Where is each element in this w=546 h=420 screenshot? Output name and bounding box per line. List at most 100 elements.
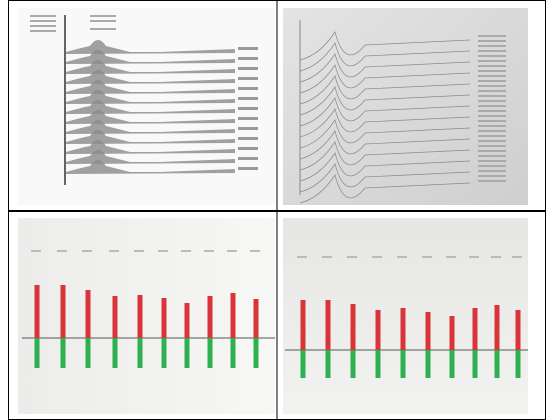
label-smudge [478, 125, 506, 127]
label-smudge [478, 155, 506, 157]
label-smudge [478, 160, 506, 162]
label-smudge [478, 35, 506, 37]
red-bar [301, 300, 306, 350]
red-bar [113, 296, 118, 338]
label-smudge [57, 250, 67, 252]
label-smudge [478, 65, 506, 67]
page: (() => { const data = JSON.parse(documen… [0, 0, 546, 420]
label-smudge [478, 115, 506, 117]
red-bar [351, 304, 356, 350]
label-smudge [422, 256, 432, 258]
label-smudge [478, 50, 506, 52]
red-bar [473, 308, 478, 350]
label-smudge [478, 175, 506, 177]
label-smudge [297, 256, 307, 258]
red-bar [162, 298, 167, 338]
label-smudge [238, 107, 258, 110]
label-smudge [109, 250, 119, 252]
label-smudge [372, 256, 382, 258]
green-bar [208, 338, 213, 368]
red-bar [376, 310, 381, 350]
label-smudge [238, 117, 258, 120]
label-smudge [227, 250, 237, 252]
green-bar [426, 350, 431, 378]
green-bar [231, 338, 236, 368]
label-smudge [478, 85, 506, 87]
text-smudge [90, 28, 116, 30]
text-smudge [30, 25, 56, 27]
label-smudge [446, 256, 456, 258]
red-bar [185, 303, 190, 338]
label-smudge [478, 120, 506, 122]
label-smudge [238, 77, 258, 80]
label-smudge [134, 250, 144, 252]
text-smudge [90, 15, 116, 17]
label-smudge [478, 165, 506, 167]
label-smudge [478, 45, 506, 47]
label-smudge [82, 250, 92, 252]
label-smudge [31, 250, 41, 252]
label-smudge [322, 256, 332, 258]
green-bar [401, 350, 406, 378]
green-bar [138, 338, 143, 368]
label-smudge [491, 256, 501, 258]
green-bar [35, 338, 40, 368]
red-bar [450, 316, 455, 350]
green-bar [254, 338, 259, 368]
red-bar [138, 295, 143, 338]
label-smudge [204, 250, 214, 252]
label-smudge [478, 130, 506, 132]
label-smudge [478, 180, 506, 182]
label-smudge [238, 127, 258, 130]
red-bar [426, 312, 431, 350]
label-smudge [478, 170, 506, 172]
label-smudge [238, 147, 258, 150]
label-smudge [181, 250, 191, 252]
green-bar [162, 338, 167, 368]
label-smudge [397, 256, 407, 258]
red-bar [401, 308, 406, 350]
photo-waveforms [18, 8, 275, 205]
green-bar [86, 338, 91, 368]
green-bar [185, 338, 190, 368]
photo-bars-left [18, 218, 275, 414]
red-bar [231, 293, 236, 338]
green-bar [376, 350, 381, 378]
green-bar [351, 350, 356, 378]
red-bar [254, 299, 259, 338]
red-bar [35, 285, 40, 338]
label-smudge [238, 97, 258, 100]
label-smudge [238, 47, 258, 50]
label-smudge [478, 75, 506, 77]
label-smudge [238, 137, 258, 140]
green-bar [516, 350, 521, 378]
text-smudge [30, 20, 56, 22]
label-smudge [478, 100, 506, 102]
label-smudge [347, 256, 357, 258]
label-smudge [478, 110, 506, 112]
red-bar [495, 305, 500, 350]
label-smudge [478, 150, 506, 152]
text-smudge [30, 15, 56, 17]
green-bar [326, 350, 331, 378]
photo-collage [0, 0, 546, 420]
label-smudge [478, 90, 506, 92]
label-smudge [469, 256, 479, 258]
red-bar [326, 300, 331, 350]
text-smudge [90, 20, 116, 22]
green-bar [61, 338, 66, 368]
label-smudge [478, 80, 506, 82]
label-smudge [478, 60, 506, 62]
green-bar [113, 338, 118, 368]
label-smudge [478, 135, 506, 137]
label-smudge [238, 87, 258, 90]
green-bar [450, 350, 455, 378]
label-smudge [238, 67, 258, 70]
label-smudge [238, 57, 258, 60]
label-smudge [478, 40, 506, 42]
label-smudge [478, 145, 506, 147]
green-bar [473, 350, 478, 378]
label-smudge [478, 140, 506, 142]
red-bar [208, 296, 213, 338]
label-smudge [478, 70, 506, 72]
